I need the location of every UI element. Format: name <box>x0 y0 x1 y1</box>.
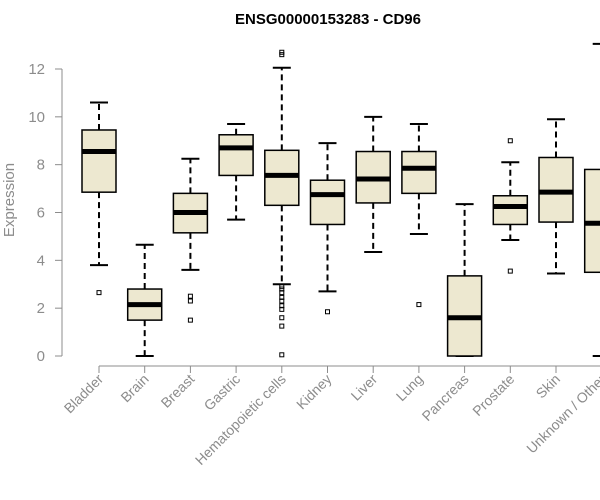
boxes <box>81 42 600 358</box>
outlier-point <box>187 293 193 299</box>
box-iqr <box>401 150 437 195</box>
x-tick-label: Breast <box>158 371 198 411</box>
x-tick-label: Prostate <box>469 371 517 419</box>
y-tick-label: 10 <box>28 109 45 126</box>
box-lung <box>401 123 437 308</box>
axes: 0 2 4 6 8 10 12 <box>28 61 600 373</box>
box-skin <box>538 118 574 275</box>
outlier-point <box>416 302 422 308</box>
box-iqr <box>309 179 346 226</box>
x-tick-label: Liver <box>348 371 381 404</box>
box-liver <box>355 115 391 253</box>
box-gastric <box>218 123 254 221</box>
x-tick-label: Bladder <box>61 371 107 417</box>
box-iqr <box>81 129 117 193</box>
box-iqr <box>218 134 254 177</box>
x-tick-label: Lung <box>393 371 426 404</box>
x-tick-label: Skin <box>533 371 564 402</box>
box-pancreas <box>446 203 483 357</box>
outlier-point <box>507 138 513 144</box>
outlier-point <box>279 306 285 312</box>
outlier-point <box>187 317 193 323</box>
box-kidney <box>309 142 346 315</box>
outlier-point <box>325 309 330 315</box>
box-breast <box>172 157 209 323</box>
outlier-point <box>279 52 285 58</box>
y-tick-label: 8 <box>37 157 45 174</box>
x-tick-label: Brain <box>117 371 151 405</box>
y-tick-label: 12 <box>28 61 45 78</box>
outlier-point <box>279 290 285 296</box>
x-tick-label: Kidney <box>293 371 335 413</box>
box-brain <box>126 243 163 357</box>
box-prostate <box>492 138 529 274</box>
y-axis-label: Expression <box>1 163 18 237</box>
outlier-point <box>96 290 102 296</box>
outlier-point <box>279 323 285 329</box>
box-iqr <box>492 195 529 226</box>
x-tick-label: Hematopoietic cells <box>192 371 289 468</box>
y-tick-label: 2 <box>37 300 45 317</box>
box-hematopoietic-cells <box>264 49 300 358</box>
x-tick-label: Gastric <box>201 371 244 414</box>
chart-title: ENSG00000153283 - CD96 <box>235 11 421 28</box>
outlier-point <box>507 268 513 274</box>
x-tick-label: Pancreas <box>419 371 472 424</box>
outlier-point <box>279 352 285 358</box>
outlier-point <box>279 298 285 304</box>
box-bladder <box>81 101 117 296</box>
outlier-point <box>279 315 285 321</box>
outlier-point <box>187 298 193 304</box>
box-unknown-other <box>583 42 600 357</box>
y-tick-label: 0 <box>37 348 45 365</box>
y-tick-label: 6 <box>37 205 45 222</box>
y-tick-label: 4 <box>37 252 45 269</box>
